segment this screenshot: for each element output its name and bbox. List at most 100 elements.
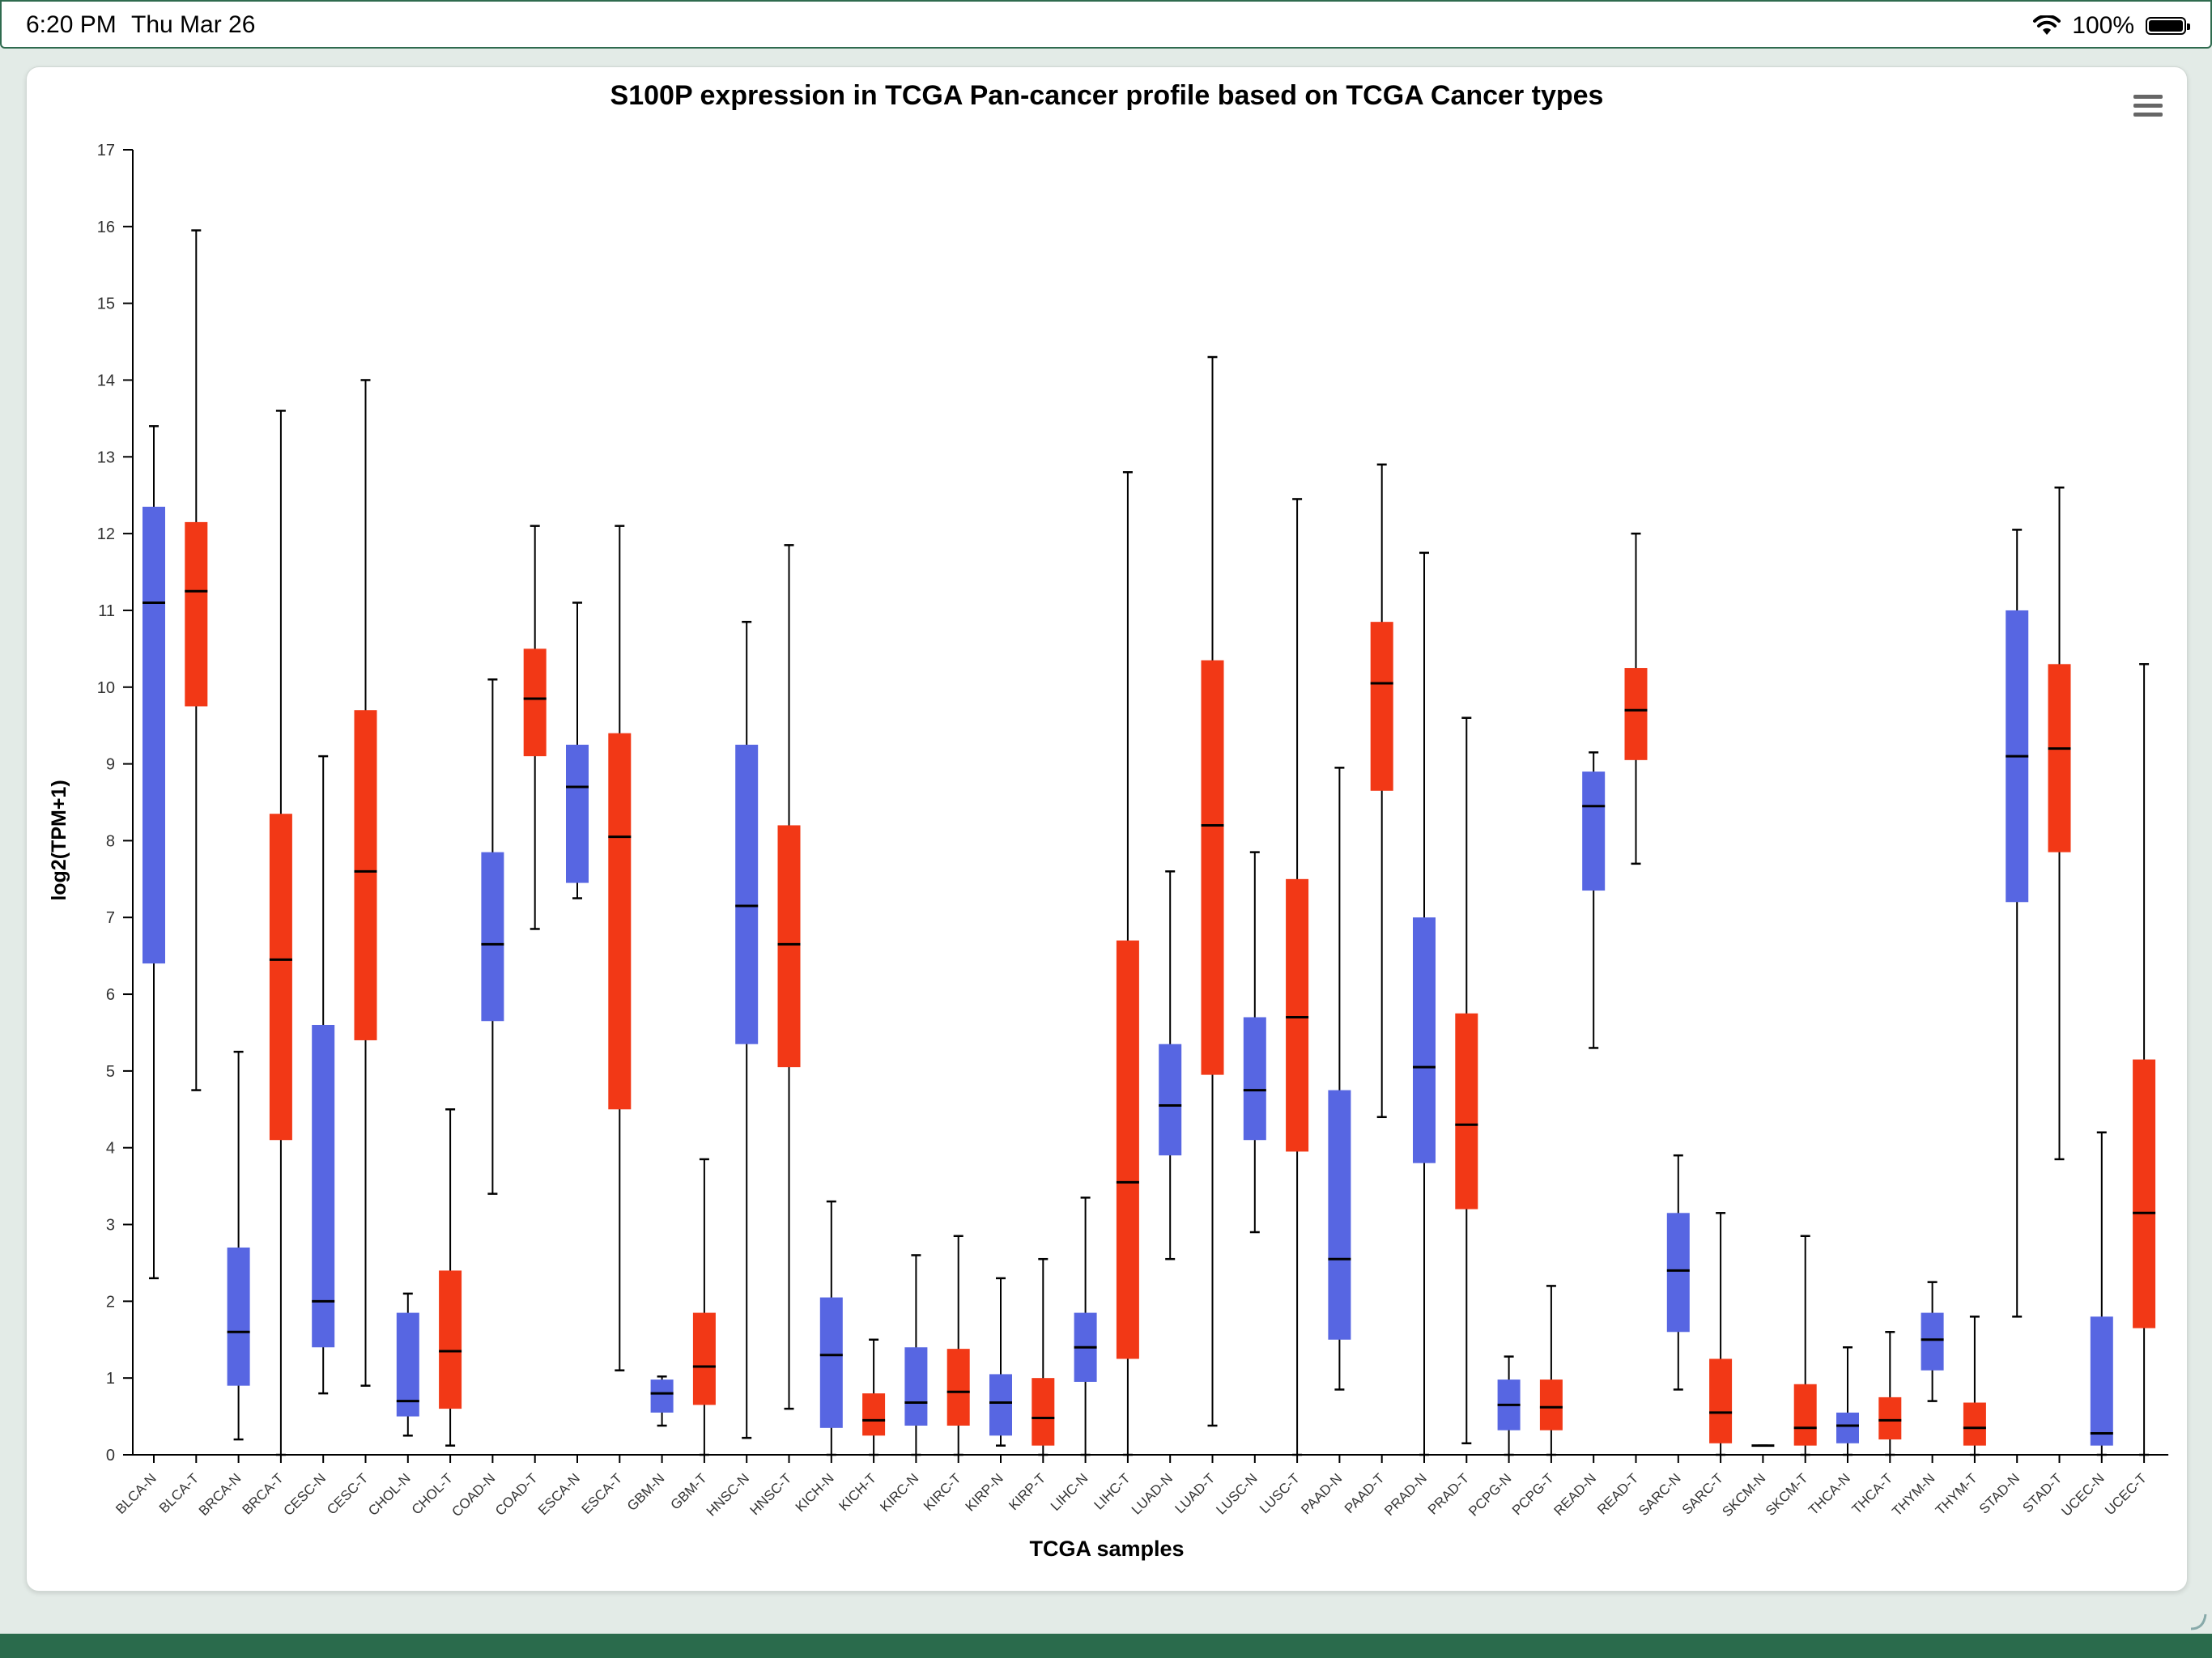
box-iqr[interactable] <box>1921 1312 1944 1371</box>
box-iqr[interactable] <box>862 1393 886 1436</box>
x-tick-label: CHOL-T <box>409 1470 456 1517</box>
box-iqr[interactable] <box>735 744 759 1044</box>
box-iqr[interactable] <box>989 1374 1012 1436</box>
resize-handle-icon[interactable] <box>2188 1611 2209 1632</box>
x-tick-label: THYM-N <box>1889 1470 1938 1519</box>
y-tick-label: 13 <box>97 449 115 466</box>
y-tick-label: 14 <box>97 372 115 389</box>
x-tick-label: READ-T <box>1594 1470 1641 1517</box>
status-date: Thu Mar 26 <box>131 11 256 38</box>
menu-icon[interactable] <box>2133 95 2163 117</box>
x-tick-label: UCEC-N <box>2058 1470 2107 1519</box>
box-iqr[interactable] <box>1243 1017 1266 1141</box>
x-tick-label: CHOL-N <box>365 1470 414 1519</box>
y-tick-label: 3 <box>106 1217 115 1235</box>
y-tick-label: 1 <box>106 1370 115 1388</box>
box-iqr[interactable] <box>1413 917 1436 1163</box>
y-tick-label: 16 <box>97 219 115 236</box>
x-tick-label: LIHC-T <box>1091 1470 1134 1512</box>
box-iqr[interactable] <box>819 1297 843 1428</box>
x-tick-label: LUAD-T <box>1172 1470 1218 1516</box>
x-tick-label: ESCA-N <box>535 1470 583 1518</box>
x-tick-label: KIRP-T <box>1006 1470 1049 1513</box>
box-iqr[interactable] <box>777 825 801 1068</box>
box-iqr[interactable] <box>481 852 504 1022</box>
x-tick-label: COAD-N <box>449 1470 498 1520</box>
box-iqr[interactable] <box>312 1024 335 1348</box>
x-tick-label: BLCA-T <box>156 1470 202 1516</box>
y-tick-label: 4 <box>106 1140 115 1158</box>
box-iqr[interactable] <box>608 733 632 1110</box>
x-tick-label: KIRP-N <box>963 1470 1006 1514</box>
x-tick-label: KIRC-N <box>877 1470 921 1515</box>
status-bar: 6:20 PM Thu Mar 26 100% <box>0 0 2212 49</box>
x-tick-label: CESC-N <box>281 1470 330 1519</box>
y-tick-label: 7 <box>106 909 115 927</box>
box-iqr[interactable] <box>1286 878 1309 1152</box>
y-tick-label: 0 <box>106 1447 115 1465</box>
x-tick-label: READ-N <box>1551 1470 1600 1519</box>
box-iqr[interactable] <box>566 744 589 883</box>
x-tick-label: SARC-N <box>1636 1470 1684 1519</box>
box-iqr[interactable] <box>1370 622 1393 791</box>
box-iqr[interactable] <box>354 710 377 1040</box>
box-iqr[interactable] <box>1455 1013 1478 1209</box>
chart-card: S100P expression in TCGA Pan-cancer prof… <box>26 66 2188 1592</box>
box-iqr[interactable] <box>1032 1378 1055 1446</box>
box-iqr[interactable] <box>1539 1380 1563 1431</box>
box-iqr[interactable] <box>1963 1402 1986 1446</box>
x-tick-label: SARC-T <box>1679 1470 1726 1517</box>
box-iqr[interactable] <box>1328 1090 1351 1340</box>
box-iqr[interactable] <box>1116 940 1139 1359</box>
status-time: 6:20 PM <box>26 11 117 38</box>
x-tick-label: UCEC-T <box>2102 1470 2150 1518</box>
x-tick-label: PAAD-N <box>1298 1470 1345 1517</box>
y-tick-label: 10 <box>97 679 115 697</box>
box-iqr[interactable] <box>143 506 165 964</box>
box-iqr[interactable] <box>1836 1412 1859 1443</box>
x-tick-label: THYM-T <box>1933 1470 1980 1518</box>
box-iqr[interactable] <box>2048 664 2071 852</box>
box-iqr[interactable] <box>904 1347 928 1426</box>
x-axis-label: TCGA samples <box>1029 1537 1184 1561</box>
x-tick-label: GBM-T <box>668 1470 710 1512</box>
x-tick-label: PRAD-T <box>1425 1470 1472 1517</box>
box-iqr[interactable] <box>269 814 292 1141</box>
box-iqr[interactable] <box>946 1349 970 1426</box>
battery-icon <box>2146 17 2190 35</box>
box-iqr[interactable] <box>523 648 547 757</box>
y-tick-label: 2 <box>106 1293 115 1311</box>
plot-area: 01234567891011121314151617BLCA-NBLCA-TBR… <box>97 142 2169 1520</box>
x-tick-label: LUSC-N <box>1213 1470 1260 1517</box>
x-tick-label: HNSC-T <box>747 1470 794 1518</box>
bottom-bar <box>0 1634 2212 1658</box>
box-iqr[interactable] <box>1666 1213 1690 1333</box>
box-iqr[interactable] <box>2090 1316 2113 1446</box>
box-iqr[interactable] <box>692 1312 716 1405</box>
x-tick-label: PCPG-N <box>1465 1470 1514 1519</box>
box-iqr[interactable] <box>396 1312 419 1417</box>
box-iqr[interactable] <box>2133 1059 2156 1329</box>
x-tick-label: BLCA-N <box>113 1470 160 1517</box>
box-iqr[interactable] <box>439 1270 462 1409</box>
box-iqr[interactable] <box>185 521 208 707</box>
box-iqr[interactable] <box>1624 668 1648 760</box>
wifi-icon <box>2033 15 2061 35</box>
box-iqr[interactable] <box>1201 660 1224 1075</box>
box-iqr[interactable] <box>1159 1044 1182 1156</box>
x-tick-label: PRAD-N <box>1381 1470 1430 1519</box>
box-iqr[interactable] <box>227 1247 250 1386</box>
x-tick-label: KICH-N <box>793 1470 837 1515</box>
box-iqr[interactable] <box>650 1380 674 1413</box>
y-tick-label: 8 <box>106 832 115 850</box>
box-iqr[interactable] <box>1582 772 1606 891</box>
y-tick-label: 6 <box>106 986 115 1004</box>
status-right: 100% <box>2033 10 2190 42</box>
box-iqr[interactable] <box>1709 1358 1733 1443</box>
y-tick-label: 5 <box>106 1063 115 1081</box>
battery-percent: 100% <box>2072 12 2134 39</box>
x-tick-label: GBM-N <box>624 1470 668 1514</box>
x-tick-label: CESC-T <box>324 1470 371 1517</box>
box-iqr[interactable] <box>1793 1384 1817 1446</box>
box-iqr[interactable] <box>1878 1397 1902 1440</box>
